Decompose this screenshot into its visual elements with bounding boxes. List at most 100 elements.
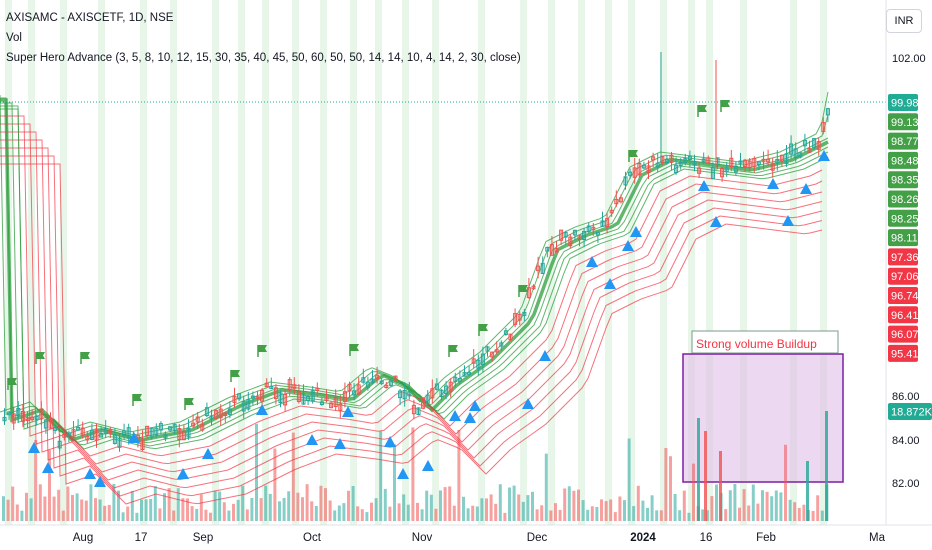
candle-body [775,158,780,164]
indicator-legend[interactable]: Super Hero Advance (3, 5, 8, 10, 12, 15,… [6,52,521,64]
candle-body [434,383,439,390]
candle-body [301,393,306,405]
volume-bar [595,507,599,521]
price-label-badge [888,209,918,227]
volume-bar [406,504,410,521]
price-label-badge [888,151,918,169]
candle-body [476,359,481,369]
volume-bar [319,485,323,521]
candle-body [628,171,633,176]
candle-body [756,161,761,165]
volume-bar [282,497,286,521]
buy-signal-arrow [630,226,642,237]
candle-body [540,262,545,274]
candle-body [586,225,591,233]
candle-body [246,399,251,410]
volume-bar [416,502,419,521]
candle-body [287,379,292,391]
buy-signal-arrow [818,150,830,161]
volume-bar [512,485,516,521]
volume-bar [370,502,373,521]
volume-bar [130,490,134,521]
candle-body [103,428,108,435]
highlight-band [402,0,409,525]
volume-bar [590,506,594,521]
candle-body [480,353,485,366]
candle-body [490,351,495,358]
volume-bar [802,504,806,521]
volume-bar [107,504,111,521]
volume-bar [29,498,33,521]
volume-bar [761,490,764,521]
candle-body [779,154,784,162]
time-axis-label: Feb [756,532,776,544]
volume-bar [673,494,677,521]
candle-body [669,154,674,163]
candle-body [425,394,430,404]
candle-body [614,198,619,205]
volume-bar [650,495,654,521]
volume-bar [765,491,769,521]
candle-body [264,382,269,388]
price-axis-tick: 84.00 [892,435,920,447]
candle-body [30,416,35,421]
volume-bar [797,508,801,521]
volume-bar [613,512,617,521]
volume-bar [793,502,797,521]
price-label-badge [888,132,918,150]
price-label-text: 96.07 [891,329,919,341]
candle-body [526,287,531,299]
buy-signal-arrow [604,278,616,289]
volume-bar [471,505,475,521]
volume-bar [172,510,176,521]
candle-body [641,164,646,169]
volume-bar [517,494,521,521]
volume-bar [692,463,695,521]
volume-bar [153,486,157,521]
volume-bar [227,510,231,521]
volume-bar [457,430,461,521]
candle-body [99,432,104,438]
volume-bar [701,509,705,521]
candle-body [522,311,527,316]
volume-bar [710,496,714,521]
buy-signal-arrow [397,468,409,479]
volume-bar [397,503,401,521]
candle-body [89,429,94,440]
candle-body [674,164,679,173]
candle-body [250,395,255,399]
volume-bar [618,496,622,521]
candle-body [338,403,343,411]
price-label-badge [888,94,918,111]
volume-bar [365,512,369,521]
volume-bar [420,509,424,521]
candle-body [421,397,426,409]
candle-body [283,393,288,406]
volume-bar [779,492,783,521]
buy-signal-arrow [128,432,140,443]
volume-bar [264,485,268,521]
candle-body [375,374,380,380]
candle-body [572,229,577,236]
highlight-band [706,0,713,525]
volume-bar [462,496,465,521]
volume-legend[interactable]: Vol [6,32,22,44]
price-axis-tick: 82.00 [892,478,920,490]
flag-icon [350,344,359,351]
candle-body [802,139,807,147]
volume-bar [549,510,553,521]
candle-body [117,437,122,448]
volume-bar [788,499,792,521]
volume-bars [2,411,829,521]
symbol-title[interactable]: AXISAMC - AXISCETF, 1D, NSE [6,12,174,24]
candle-body [181,430,186,441]
currency-button[interactable]: INR [886,9,922,33]
price-label-badge [888,267,918,285]
volume-bar [806,461,809,521]
volume-bar [567,486,571,521]
flag-icon [185,398,194,405]
flag-icon [721,100,730,107]
volume-box-rect [682,353,844,483]
price-label-text: 18.872K [891,407,932,419]
